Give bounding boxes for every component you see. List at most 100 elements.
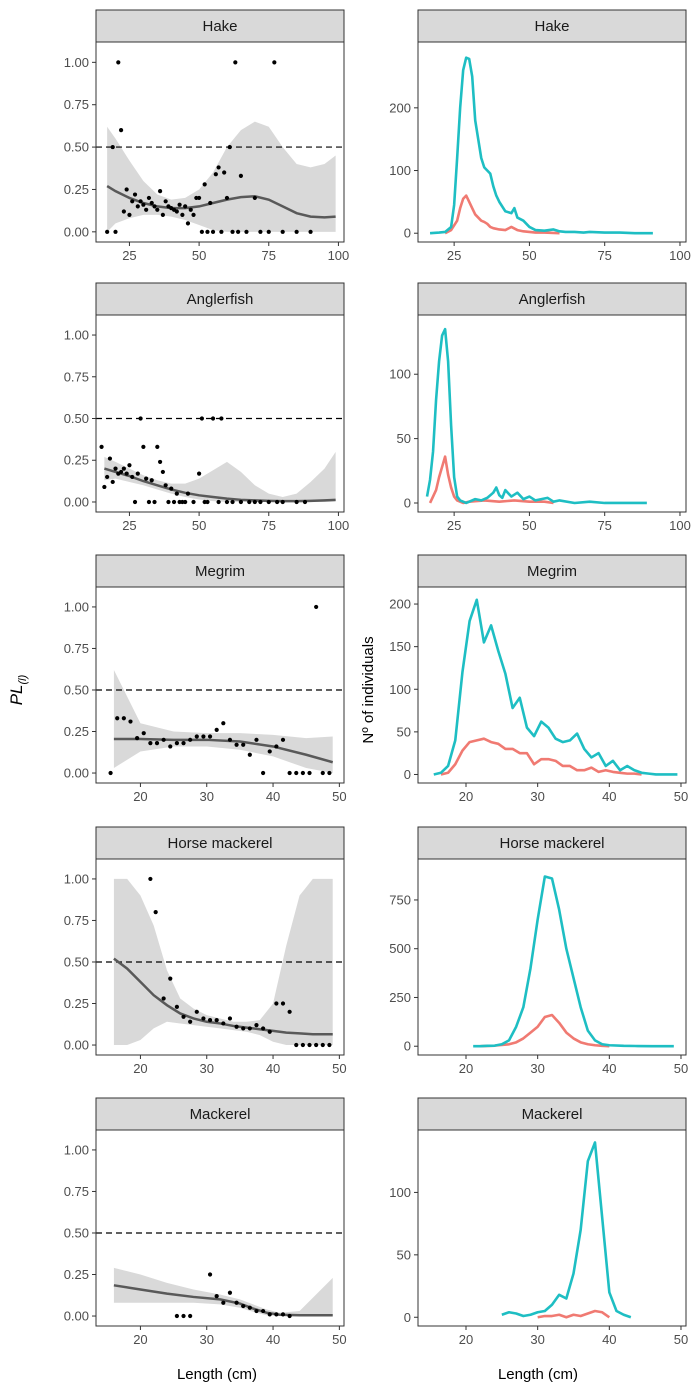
data-point (171, 499, 177, 505)
data-point (238, 499, 243, 505)
data-point (252, 499, 257, 505)
data-point (149, 478, 154, 483)
x-tick-label: 50 (522, 518, 536, 533)
data-point (124, 187, 129, 192)
panel-border (95, 858, 345, 1056)
data-point (116, 60, 121, 65)
data-point (141, 444, 146, 449)
data-point (141, 202, 146, 207)
data-point (138, 199, 143, 204)
data-point (280, 1001, 286, 1006)
x-tick-label: 20 (459, 1332, 473, 1347)
y-tick-label: 0.75 (64, 97, 89, 112)
data-point (205, 499, 210, 505)
data-point (102, 484, 107, 490)
x-tick-label: 40 (602, 1332, 616, 1347)
panel-border (417, 586, 687, 784)
y-tick-label: 750 (389, 892, 411, 907)
data-point (287, 1313, 292, 1319)
facet-strip (95, 282, 345, 316)
data-point (247, 1305, 252, 1310)
data-point (197, 195, 202, 201)
data-point (267, 1029, 272, 1034)
data-point (308, 229, 313, 234)
x-tick-label: 30 (530, 789, 544, 804)
data-point (307, 770, 312, 776)
data-point (174, 209, 179, 214)
facet-strip (95, 826, 345, 860)
data-point (227, 1290, 233, 1295)
facet-title: Anglerfish (187, 291, 254, 308)
data-point (261, 1308, 266, 1314)
smooth-line (113, 737, 334, 764)
data-point (183, 499, 188, 505)
data-point (181, 1313, 186, 1319)
facet-strip (417, 1097, 687, 1131)
x-tick-label: 40 (266, 1332, 280, 1347)
panel-count: Anglerfish 0 50 100 25 50 75 100 (389, 282, 691, 533)
data-point (107, 456, 113, 461)
data-point (247, 1026, 252, 1031)
data-point (320, 1042, 325, 1048)
data-point (208, 200, 213, 206)
data-point (188, 1313, 193, 1319)
data-point (241, 1026, 246, 1031)
facet-title: Mackerel (522, 1106, 583, 1123)
y-tick-label: 1.00 (64, 871, 89, 886)
data-point (155, 444, 160, 449)
y-tick-label: 0.25 (64, 996, 89, 1011)
data-point (241, 742, 246, 747)
y-tick-label: 0.75 (64, 369, 89, 384)
data-point (152, 499, 157, 505)
data-point (194, 734, 199, 739)
data-point (157, 459, 163, 465)
data-point (124, 471, 129, 476)
series-total-line (433, 598, 678, 776)
facet-strip (417, 282, 687, 316)
data-point (219, 229, 224, 234)
data-point (287, 770, 292, 776)
x-tick-label: 100 (328, 248, 350, 263)
confidence-ribbon (104, 451, 336, 502)
data-point (199, 229, 204, 234)
data-point (252, 195, 257, 201)
data-point (201, 734, 206, 739)
data-point (214, 1018, 219, 1023)
data-point (99, 444, 104, 449)
data-point (266, 229, 271, 234)
data-point (254, 1308, 259, 1314)
facet-strip (417, 554, 687, 588)
y-tick-label: 100 (389, 682, 411, 697)
x-tick-label: 50 (674, 789, 688, 804)
data-point (274, 744, 279, 749)
data-point (266, 499, 271, 505)
facet-title: Horse mackerel (167, 835, 272, 852)
y-tick-label: 1.00 (64, 55, 89, 70)
data-point (201, 1016, 206, 1021)
data-point (141, 731, 146, 736)
data-point (194, 1009, 199, 1014)
data-point (274, 1312, 279, 1317)
x-tick-label: 40 (602, 789, 616, 804)
data-point (130, 474, 135, 480)
y-tick-label: 1.00 (64, 1142, 89, 1157)
data-point (327, 770, 332, 776)
right-x-axis-title: Length (cm) (498, 1366, 578, 1383)
y-tick-label: 50 (397, 431, 411, 446)
data-point (210, 229, 216, 234)
data-point (207, 1272, 213, 1277)
y-tick-label: 250 (389, 990, 411, 1005)
data-point (221, 1021, 226, 1026)
smooth-line (113, 1284, 333, 1317)
y-tick-label: 1.00 (64, 599, 89, 614)
data-point (314, 604, 319, 610)
panel-border (95, 1129, 345, 1327)
data-point (199, 416, 204, 421)
data-point (214, 1294, 219, 1299)
data-point (105, 474, 110, 480)
x-tick-label: 50 (332, 1061, 346, 1076)
data-point (227, 1016, 233, 1021)
facet-strip (417, 9, 687, 43)
data-point (152, 204, 157, 209)
data-point (155, 207, 160, 212)
